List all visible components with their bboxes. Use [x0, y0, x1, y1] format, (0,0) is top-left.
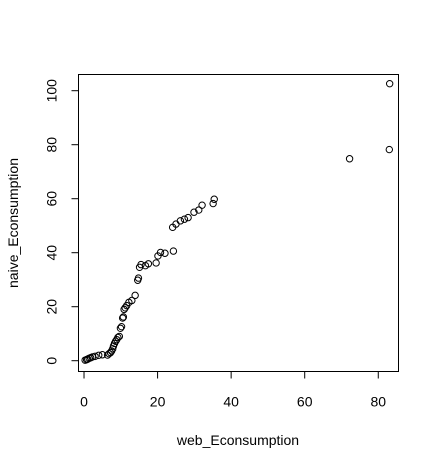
data-point [161, 249, 169, 257]
data-point [120, 305, 128, 314]
data-point [209, 199, 217, 208]
data-point [198, 201, 206, 209]
data-point [131, 291, 139, 300]
data-point [114, 333, 122, 342]
data-point [176, 217, 185, 225]
plot-frame [78, 74, 399, 372]
data-point [121, 304, 129, 312]
x-tick-label: 60 [297, 394, 313, 410]
y-axis-title: naive_Econsumption [5, 158, 21, 288]
x-tick-label: 40 [223, 394, 239, 410]
data-point [134, 274, 143, 282]
data-point [111, 337, 120, 345]
data-point [190, 208, 198, 216]
y-tick-label: 100 [44, 79, 60, 103]
x-axis-title: web_Econsumption [176, 432, 299, 448]
data-point [345, 155, 354, 163]
data-point [106, 348, 115, 357]
data-point [385, 145, 394, 154]
data-point [117, 322, 126, 331]
x-axis: 0 20 40 60 80 [80, 371, 386, 410]
data-point [144, 260, 153, 268]
data-point [385, 79, 394, 88]
x-tick-label: 0 [80, 394, 88, 410]
data-point [180, 215, 189, 223]
data-point [128, 296, 136, 305]
data-point [184, 213, 192, 222]
data-point [195, 206, 203, 214]
data-point [91, 352, 99, 361]
y-tick-label: 60 [44, 191, 60, 207]
data-point [210, 195, 218, 203]
data-point [95, 351, 103, 359]
data-point [119, 313, 128, 321]
data-point [115, 332, 124, 341]
y-axis: 0 20 40 60 80 100 [44, 79, 79, 365]
x-tick-label: 20 [150, 394, 166, 410]
data-points [81, 79, 394, 364]
data-point [156, 248, 165, 257]
data-point [118, 314, 127, 322]
data-point [152, 259, 160, 267]
y-tick-label: 40 [44, 245, 60, 261]
y-tick-label: 0 [44, 357, 60, 365]
y-tick-label: 80 [44, 137, 60, 153]
y-tick-label: 20 [44, 299, 60, 315]
data-point [169, 247, 178, 255]
data-point [137, 260, 145, 269]
x-tick-label: 80 [370, 394, 386, 410]
data-point [116, 324, 125, 332]
